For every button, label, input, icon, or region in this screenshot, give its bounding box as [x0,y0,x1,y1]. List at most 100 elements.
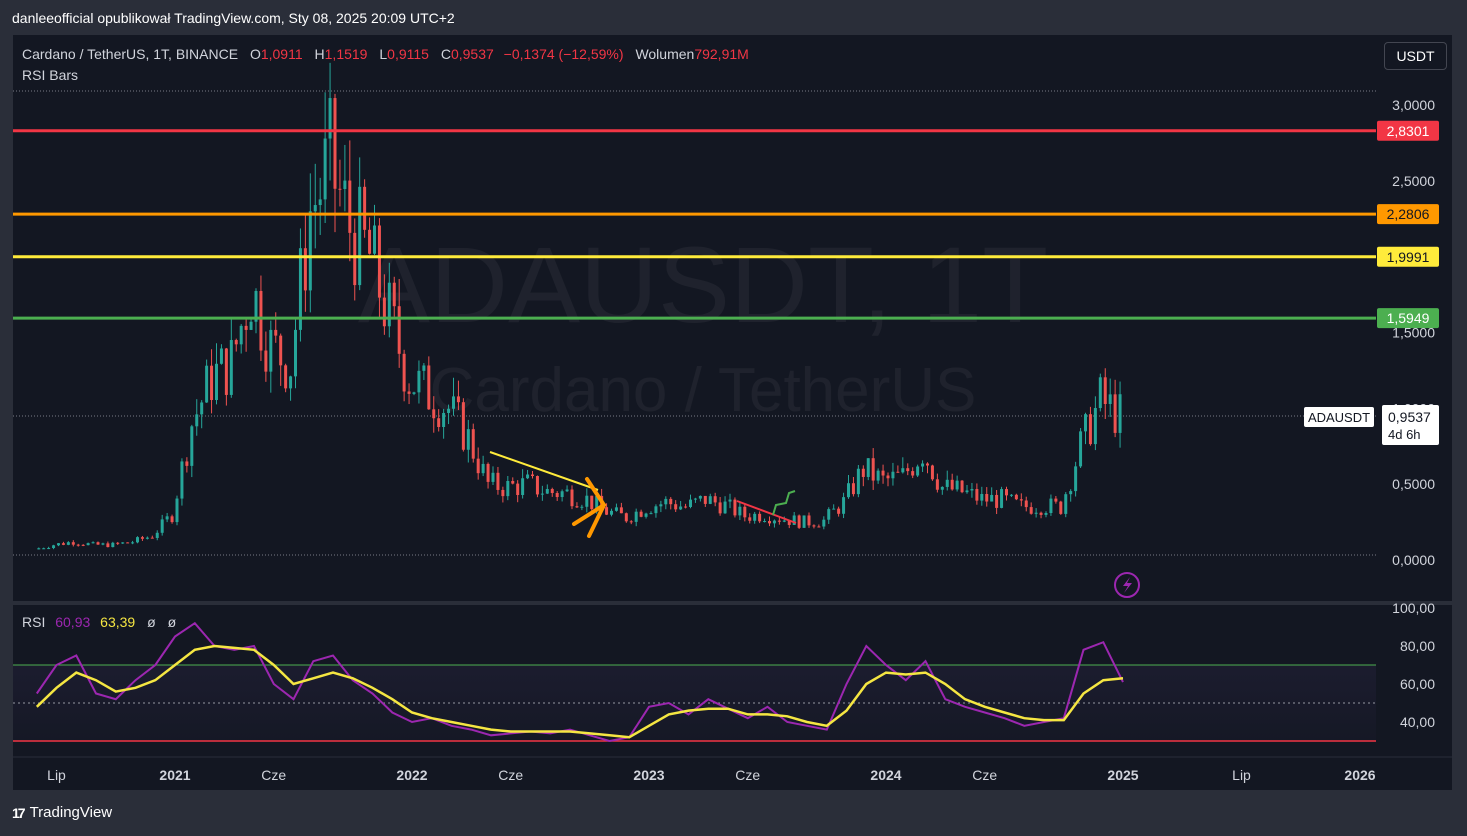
chart-area[interactable]: ADAUSDT, 1T Cardano / TetherUS 2,8301 2,2… [13,35,1452,790]
candle-body [881,470,885,476]
candle-body [452,396,455,409]
time-tick: Cze [498,767,523,783]
tradingview-logo-icon: 17 [12,804,26,821]
open-label: O [249,46,261,62]
candle-body [1088,414,1092,445]
watermark-name: Cardano / TetherUS [430,356,977,425]
rsi-placeholder-2: ø [167,614,177,630]
time-tick: 2026 [1344,767,1375,783]
trendline-green-up[interactable] [772,490,796,516]
candle-body [274,329,278,336]
candle-body [1064,494,1068,514]
candle-body [763,521,767,523]
candle-body [832,508,836,510]
symbol-title[interactable]: Cardano / TetherUS, 1T, BINANCE [22,46,239,62]
candle-body [1093,408,1097,445]
candle-body [61,543,65,545]
candle-body [101,543,105,545]
rsi-tick: 60,00 [1400,676,1435,692]
candle-body [792,515,796,525]
candle-body [491,472,495,482]
last-price-value: 0,9537 [1388,409,1431,425]
brand-text: TradingView [29,804,113,821]
time-tick: Lip [1232,767,1251,783]
chart-canvas[interactable]: ADAUSDT, 1T Cardano / TetherUS 2,8301 2,2… [13,35,1452,790]
candle-body [37,548,41,550]
candle-body [476,458,480,474]
candle-body [1069,491,1073,495]
candle-body [822,519,826,527]
tradingview-brand[interactable]: 17 TradingView [12,804,112,821]
low-label: L [379,46,388,62]
currency-button[interactable]: USDT [1384,42,1447,70]
watermark-symbol: ADAUSDT, 1T [358,224,1048,345]
alert-bolt-icon[interactable] [1114,572,1140,598]
candle-body [748,517,752,521]
candle-body [545,489,549,494]
pane-separator[interactable] [13,601,1452,605]
low-value: 0,9115 [387,46,429,62]
candle-body [1014,494,1018,500]
candle-body [358,186,362,286]
candle-body [284,365,288,389]
trendline-yellow[interactable] [489,451,599,491]
candle-body [1059,501,1063,514]
candle-body [965,490,969,493]
candle-body [861,468,865,477]
candle-body [180,461,184,499]
candle-body [595,495,599,510]
price-tick: 0,0000 [1392,552,1435,568]
candle-body [758,513,762,522]
time-axis[interactable]: Lip 2021 Cze 2022 Cze 2023 Cze 2024 Cze 2025 Lip 20… [47,767,1376,783]
level-label-bg [1377,308,1439,329]
candle-body [940,486,944,490]
candle-body [580,506,584,508]
candle-body [417,370,421,393]
arrow-drawing-orange[interactable] [572,477,607,538]
candle-body [368,229,372,254]
candle-body [955,480,959,490]
candle-body [649,513,653,515]
indicator-label[interactable]: RSI Bars [22,67,79,83]
candle-body [294,329,297,377]
candle-body [664,498,668,505]
candle-body [723,501,727,514]
rsi-name[interactable]: RSI [22,614,46,630]
candle-body [531,474,534,477]
candle-body [1029,507,1033,514]
candle-body [392,282,396,307]
candle-body [1079,431,1083,467]
candle-body [1049,498,1053,513]
candle-body [654,506,658,514]
candle-body [422,365,426,371]
rsi-ma-value: 63,39 [100,614,136,630]
trendline-red[interactable] [736,500,797,524]
price-tick: 3,0000 [1392,97,1435,113]
rsi-ticks: 100,00 80,00 60,00 40,00 [1392,600,1435,730]
candle-body [624,513,628,522]
candle-body [935,479,939,490]
candle-body [521,478,525,496]
high-value: 1,1519 [324,46,368,62]
candle-body [886,475,890,479]
candle-body [772,520,776,524]
candle-body [906,468,910,472]
candle-body [980,493,984,501]
candle-body [1074,466,1078,492]
candle-body [160,519,164,533]
candle-body [71,542,75,545]
candle-body [224,348,228,395]
candle-body [308,211,312,291]
candle-body [338,188,342,190]
candle-body [249,321,253,330]
candle-body [713,496,717,503]
time-tick: Cze [972,767,997,783]
candle-body [126,542,130,544]
candle-body [605,507,609,515]
candle-body [871,458,875,481]
candle-body [926,463,929,466]
candle-body [1103,377,1107,405]
candle-body [279,335,283,366]
rsi-lines [35,621,1124,743]
level-label-bg [1377,204,1439,225]
